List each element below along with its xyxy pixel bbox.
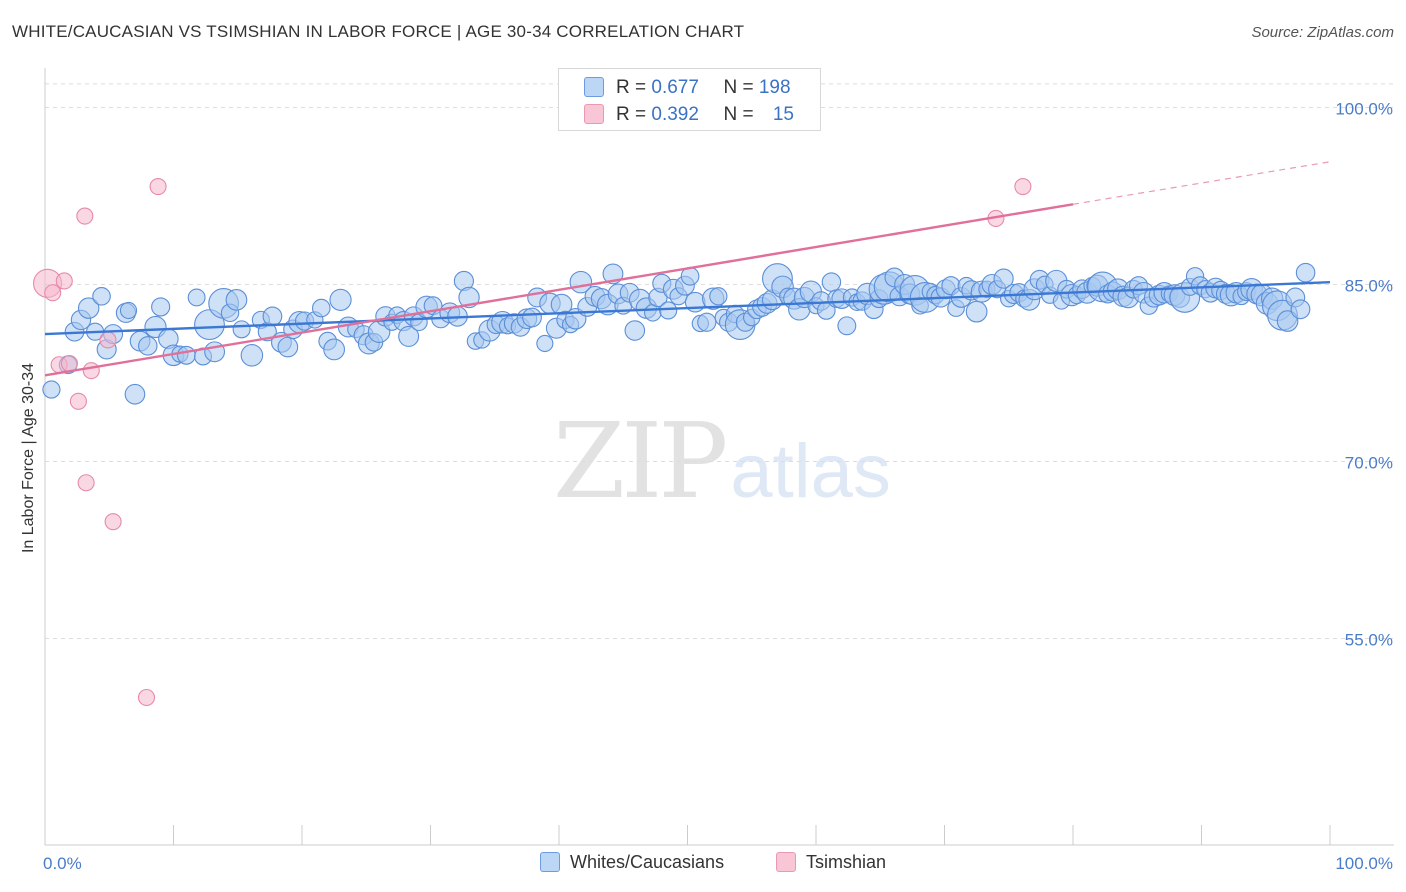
point-tsimshian [55, 272, 73, 290]
point-whites [124, 383, 146, 405]
point-whites [993, 268, 1014, 289]
point-whites [176, 345, 196, 365]
watermark-atlas: atlas [730, 429, 891, 514]
series-legend: Whites/Caucasians Tsimshian [0, 852, 1406, 878]
point-tsimshian [69, 392, 87, 410]
legend-swatch-whites [584, 77, 604, 97]
y-tick-label: 100.0% [1335, 100, 1393, 119]
point-tsimshian [137, 688, 156, 707]
point-whites [821, 272, 842, 292]
point-tsimshian [76, 207, 94, 225]
point-whites [277, 336, 299, 358]
y-tick-label: 55.0% [1345, 631, 1393, 650]
point-whites [837, 316, 857, 336]
legend-n-value-tsimshian: 15 [772, 104, 794, 125]
point-whites [965, 300, 988, 323]
point-whites [1295, 262, 1316, 283]
point-tsimshian [44, 284, 62, 302]
point-tsimshian [1014, 178, 1032, 196]
point-whites [709, 287, 728, 306]
chart-title: WHITE/CAUCASIAN VS TSIMSHIAN IN LABOR FO… [12, 22, 745, 41]
trendline-whites [44, 280, 1331, 336]
point-whites [138, 336, 158, 356]
point-tsimshian [99, 331, 117, 349]
legend-item-whites: Whites/Caucasians [540, 852, 724, 876]
point-whites [151, 297, 171, 317]
legend-r-value-whites: 0.677 [651, 77, 699, 98]
source-credit: Source: ZipAtlas.com [1251, 24, 1394, 41]
point-tsimshian [82, 362, 100, 380]
point-whites [1290, 299, 1311, 320]
legend-r-label: R = [616, 104, 652, 125]
point-whites [697, 312, 717, 332]
point-tsimshian [104, 513, 122, 531]
point-whites [187, 288, 206, 307]
legend-r-label: R = [616, 77, 652, 98]
legend-swatch-tsimshian-bottom [776, 852, 796, 872]
y-tick-label: 85.0% [1345, 277, 1393, 296]
point-whites [659, 301, 678, 320]
point-whites [232, 320, 251, 339]
legend-n-value-whites: 198 [758, 77, 791, 98]
point-whites [119, 301, 138, 320]
point-whites [458, 286, 480, 309]
x-tick-label: 100.0% [1335, 854, 1393, 873]
point-whites [311, 298, 331, 318]
point-tsimshian [77, 474, 95, 492]
legend-n-label: N = [723, 77, 759, 98]
point-whites [323, 338, 346, 361]
point-whites [624, 320, 646, 341]
trendline-tsimshian-extension [1072, 161, 1331, 205]
legend-r-value-tsimshian: 0.392 [651, 104, 699, 125]
legend-swatch-tsimshian [584, 104, 604, 124]
point-whites [398, 325, 420, 347]
point-whites [522, 307, 542, 328]
legend-label-whites: Whites/Caucasians [570, 852, 725, 872]
point-whites [42, 380, 61, 399]
point-whites [1276, 310, 1299, 332]
point-tsimshian [149, 178, 167, 196]
legend-label-tsimshian: Tsimshian [806, 852, 887, 872]
point-whites [536, 334, 554, 353]
point-whites [92, 287, 111, 306]
x-tick-label: 0.0% [43, 854, 82, 873]
point-whites [225, 288, 248, 311]
correlation-legend: R = 0.677 N = 198 R = 0.392 N = 15 [558, 68, 821, 131]
point-whites [262, 306, 283, 327]
legend-item-tsimshian: Tsimshian [776, 852, 886, 876]
point-whites [329, 288, 352, 311]
point-whites [240, 344, 264, 367]
y-tick-label: 70.0% [1345, 454, 1393, 473]
trendline-tsimshian [44, 203, 1074, 377]
legend-swatch-whites-bottom [540, 852, 560, 872]
legend-n-label: N = [723, 104, 759, 125]
point-whites [77, 297, 100, 319]
